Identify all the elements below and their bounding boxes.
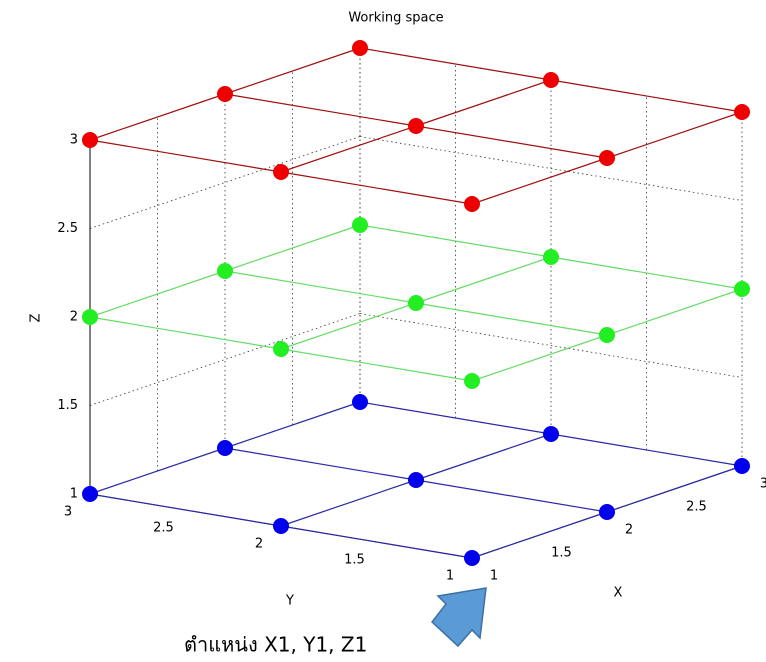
x-tick-label: 3 xyxy=(760,477,766,492)
point xyxy=(599,504,615,520)
point xyxy=(543,426,559,442)
y-tick-label: 1.5 xyxy=(344,553,365,568)
point xyxy=(273,518,289,534)
z-tick-label: 3 xyxy=(70,133,78,148)
page: Working space Y X Z ตำแหน่ง X1, Y1, Z1 1… xyxy=(0,0,766,662)
y-tick-label: 2.5 xyxy=(153,521,174,536)
grid-line xyxy=(90,314,360,406)
point xyxy=(543,249,559,265)
z-tick-label: 2 xyxy=(70,310,78,325)
point xyxy=(734,458,750,474)
x-tick-label: 1 xyxy=(490,569,498,584)
point xyxy=(734,281,750,297)
arrow xyxy=(432,588,486,646)
point xyxy=(217,263,233,279)
point xyxy=(352,394,368,410)
point xyxy=(352,40,368,56)
y-tick-label: 2 xyxy=(255,537,263,552)
point xyxy=(82,486,98,502)
chart: Working space Y X Z ตำแหน่ง X1, Y1, Z1 1… xyxy=(0,0,766,662)
x-tick-label: 1.5 xyxy=(551,546,572,561)
chart-title: Working space xyxy=(348,11,443,26)
x-tick-label: 2.5 xyxy=(686,500,707,515)
annotation: ตำแหน่ง X1, Y1, Z1 xyxy=(184,633,367,657)
point xyxy=(273,164,289,180)
point xyxy=(408,295,424,311)
point xyxy=(408,472,424,488)
point xyxy=(734,104,750,120)
point xyxy=(464,196,480,212)
point xyxy=(464,550,480,566)
point xyxy=(352,217,368,233)
y-tick-label: 3 xyxy=(64,505,72,520)
z-tick-label: 2.5 xyxy=(57,221,78,236)
y-axis-label: Y xyxy=(285,594,294,609)
x-tick-label: 2 xyxy=(625,523,633,538)
z-tick-label: 1 xyxy=(70,487,78,502)
point xyxy=(82,132,98,148)
z-axis-label: Z xyxy=(29,313,44,322)
point xyxy=(599,150,615,166)
y-tick-label: 1 xyxy=(446,569,454,584)
point xyxy=(599,327,615,343)
point xyxy=(273,341,289,357)
x-axis-label: X xyxy=(614,586,623,601)
point xyxy=(217,86,233,102)
grid-line xyxy=(360,314,742,378)
z-tick-label: 1.5 xyxy=(57,398,78,413)
point xyxy=(217,440,233,456)
point xyxy=(82,309,98,325)
point xyxy=(464,373,480,389)
point xyxy=(543,72,559,88)
point xyxy=(408,118,424,134)
